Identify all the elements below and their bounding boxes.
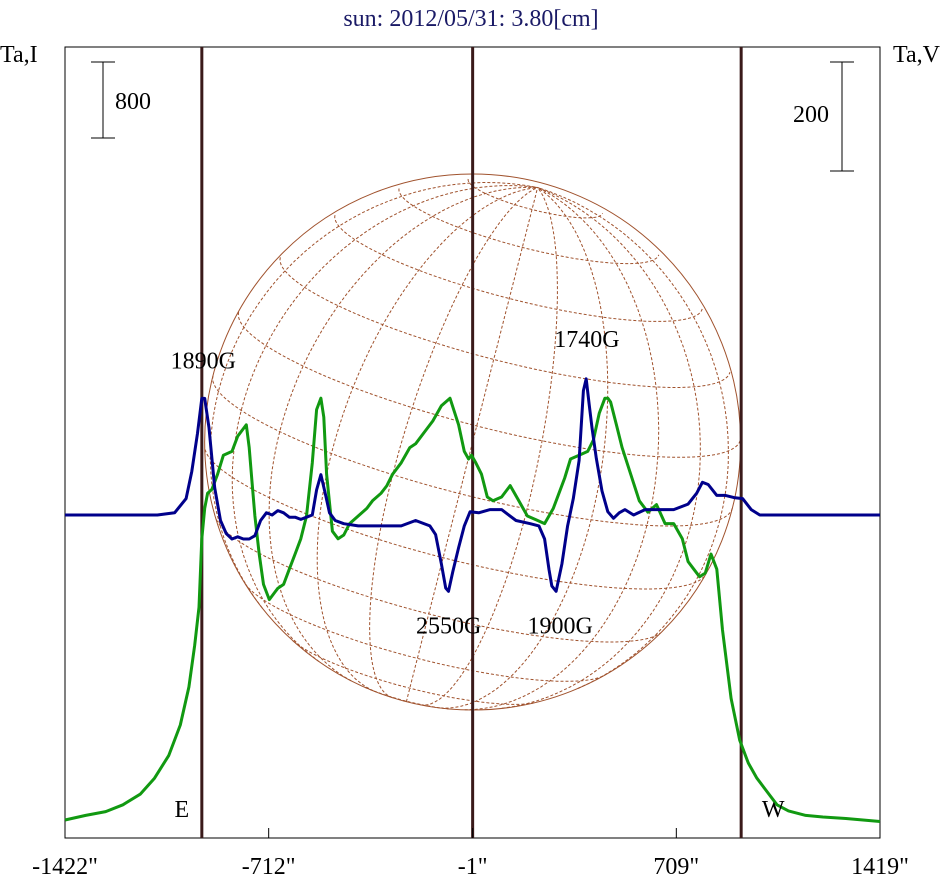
vertical-lines bbox=[200, 47, 743, 838]
latitude-line bbox=[279, 257, 731, 388]
latitude-line bbox=[364, 686, 450, 710]
latitude-line bbox=[237, 312, 741, 458]
series-lines bbox=[64, 377, 881, 823]
longitude-line bbox=[405, 187, 539, 702]
scale-bar-left: 800 bbox=[91, 61, 151, 139]
series-line-V bbox=[65, 377, 880, 593]
latitude-line bbox=[204, 449, 705, 590]
x-tick-label: 709" bbox=[653, 854, 699, 880]
x-tick-label: 1419" bbox=[851, 854, 909, 880]
longitude-line bbox=[420, 187, 558, 706]
x-tick-label: -1422" bbox=[32, 854, 98, 880]
y-axis-label-left: Ta,I bbox=[0, 42, 38, 68]
limb-marker-W: W bbox=[762, 797, 785, 823]
longitude-line bbox=[316, 187, 538, 692]
limb-marker-E: E bbox=[175, 797, 190, 823]
solar-disk-grid bbox=[204, 173, 742, 711]
latitude-line bbox=[212, 375, 733, 527]
annotation-2550G: 2550G bbox=[416, 613, 481, 639]
longitude-line bbox=[464, 187, 660, 711]
y-axis-label-right: Ta,V bbox=[893, 42, 941, 68]
annotation-1890G: 1890G bbox=[171, 348, 236, 374]
x-axis-ticks: -1422" -712" -1" 709" 1419" bbox=[32, 828, 909, 880]
longitude-line bbox=[369, 187, 538, 699]
scale-bar-left-label: 800 bbox=[115, 89, 151, 115]
x-tick-label: -1" bbox=[458, 854, 488, 880]
latitude-line bbox=[398, 188, 660, 265]
series-line-I bbox=[64, 396, 881, 823]
x-tick-label: -712" bbox=[242, 854, 296, 880]
longitude-line bbox=[268, 186, 538, 682]
latitude-line bbox=[292, 640, 536, 705]
field-annotations: 1890G 1740G 2550G 1900G bbox=[171, 327, 620, 640]
annotation-1740G: 1740G bbox=[554, 327, 619, 353]
latitude-line bbox=[467, 178, 604, 219]
chart-title: sun: 2012/05/31: 3.80[cm] bbox=[343, 6, 598, 32]
latitude-line bbox=[244, 583, 605, 682]
annotation-1900G: 1900G bbox=[527, 613, 592, 639]
scale-bar-right-label: 200 bbox=[793, 102, 829, 128]
latitude-line bbox=[334, 215, 703, 322]
longitude-line bbox=[440, 187, 609, 709]
scale-bar-right: 200 bbox=[793, 61, 854, 172]
